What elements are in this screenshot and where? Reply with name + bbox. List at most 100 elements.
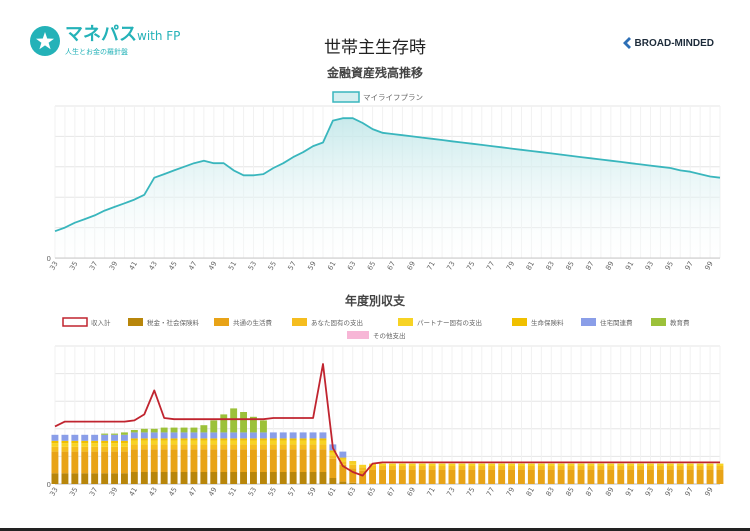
c2-bar-segment xyxy=(458,469,466,484)
c2-bar-segment xyxy=(81,440,89,444)
c2-bar-segment xyxy=(91,434,99,441)
c2-bar-segment xyxy=(527,469,535,484)
c2-bar-segment xyxy=(160,432,168,439)
c2-bar-segment xyxy=(597,466,605,470)
c2-bar-segment xyxy=(349,482,357,484)
manepas-logo[interactable]: マネパスwith FP 人生とお金の羅針盤 xyxy=(30,26,180,57)
c2-bar-segment xyxy=(597,469,605,484)
c2-bar-segment xyxy=(91,473,99,484)
c2-bar-segment xyxy=(567,469,575,484)
c2-legend-label: 住宅関連費 xyxy=(600,318,633,327)
c2-bar-segment xyxy=(557,466,565,470)
c2-bar-segment xyxy=(61,434,69,441)
c2-bar-segment xyxy=(250,444,257,450)
c2-bar-segment xyxy=(111,434,118,441)
c2-bar-segment xyxy=(150,472,158,484)
c2-bar-segment xyxy=(309,440,317,445)
c2-x-tick: 49 xyxy=(207,486,218,496)
c1-x-tick: 77 xyxy=(485,260,496,272)
c2-bar-segment xyxy=(607,466,615,470)
c2-bar-segment xyxy=(190,432,198,439)
bottom-border xyxy=(0,528,750,531)
c2-bar-segment xyxy=(289,444,297,450)
c2-x-tick: 93 xyxy=(644,486,655,496)
c1-x-tick: 83 xyxy=(545,260,556,272)
c2-legend-swatch xyxy=(398,318,413,326)
c2-bar-segment xyxy=(478,469,486,484)
c2-bar-segment xyxy=(587,466,595,470)
c2-bar-segment xyxy=(448,469,456,484)
c2-bar-segment xyxy=(180,427,188,433)
c2-x-tick: 95 xyxy=(664,486,675,496)
c2-x-tick: 63 xyxy=(346,486,357,496)
c2-bar-segment xyxy=(220,432,228,439)
broad-minded-logo[interactable]: BROAD-MINDED xyxy=(621,37,714,49)
c2-bar-segment xyxy=(309,472,317,484)
c2-bar-segment xyxy=(666,469,674,484)
c2-bar-segment xyxy=(230,449,238,472)
c2-bar-segment xyxy=(260,432,267,439)
c2-bar-segment xyxy=(210,438,218,441)
c2-bar-segment xyxy=(250,432,257,439)
c2-bar-segment xyxy=(617,463,625,466)
c2-bar-segment xyxy=(309,444,317,450)
c2-legend-label: その他支出 xyxy=(373,331,406,340)
c2-bar-segment xyxy=(101,473,109,484)
c2-bar-segment xyxy=(666,463,674,466)
c2-bar-segment xyxy=(279,449,287,472)
c2-bar-segment xyxy=(81,451,89,474)
logo-name: マネパス xyxy=(65,24,137,45)
c2-bar-segment xyxy=(250,438,257,441)
c1-x-tick: 51 xyxy=(227,260,238,272)
c2-bar-segment xyxy=(379,463,386,466)
c2-bar-segment xyxy=(587,469,595,484)
c2-bar-segment xyxy=(458,466,466,470)
c2-bar-segment xyxy=(607,469,615,484)
c2-bar-segment xyxy=(319,444,327,450)
c2-bar-segment xyxy=(438,469,446,484)
c2-bar-segment xyxy=(260,438,267,441)
c2-bar-segment xyxy=(250,449,257,472)
c2-bar-segment xyxy=(101,451,109,474)
c2-bar-segment xyxy=(438,466,446,470)
c2-bar-segment xyxy=(111,473,118,484)
c2-bar-segment xyxy=(359,467,367,471)
c2-x-tick: 59 xyxy=(306,486,317,496)
brand-name: BROAD-MINDED xyxy=(634,37,714,49)
c2-bar-segment xyxy=(279,472,287,484)
c2-bar-segment xyxy=(498,463,506,466)
c2-bar-segment xyxy=(647,463,654,466)
c2-bar-segment xyxy=(567,466,575,470)
c2-bar-segment xyxy=(101,443,109,447)
c2-bar-segment xyxy=(527,466,535,470)
c2-legend-label: 教育費 xyxy=(670,318,690,327)
c2-bar-segment xyxy=(51,473,59,484)
c2-bar-segment xyxy=(220,414,228,433)
c2-bar-segment xyxy=(220,438,228,441)
c2-bar-segment xyxy=(518,463,525,466)
c2-x-tick: 33 xyxy=(48,486,59,496)
c2-bar-segment xyxy=(329,458,337,478)
c1-x-tick: 49 xyxy=(207,260,218,272)
c1-x-tick: 89 xyxy=(604,260,615,272)
c2-bar-segment xyxy=(309,438,317,441)
c2-x-tick: 61 xyxy=(326,486,337,496)
c2-bar-segment xyxy=(706,469,714,484)
c2-bar-segment xyxy=(279,444,287,450)
c2-bar-segment xyxy=(220,472,228,484)
c2-bar-segment xyxy=(240,412,247,433)
c1-x-tick: 75 xyxy=(465,260,476,272)
c2-bar-segment xyxy=(160,444,168,450)
c2-bar-segment xyxy=(418,466,426,470)
c2-bar-segment xyxy=(170,449,178,472)
c2-bar-segment xyxy=(71,451,79,474)
c2-bar-segment xyxy=(508,463,515,466)
c2-x-tick: 71 xyxy=(426,486,437,496)
c2-bar-segment xyxy=(210,444,218,450)
c2-bar-segment xyxy=(349,461,357,463)
c2-bar-segment xyxy=(339,458,347,462)
c2-x-tick: 73 xyxy=(445,486,456,496)
c2-bar-segment xyxy=(190,427,198,433)
c2-bar-segment xyxy=(428,469,436,484)
c2-bar-segment xyxy=(657,466,664,470)
